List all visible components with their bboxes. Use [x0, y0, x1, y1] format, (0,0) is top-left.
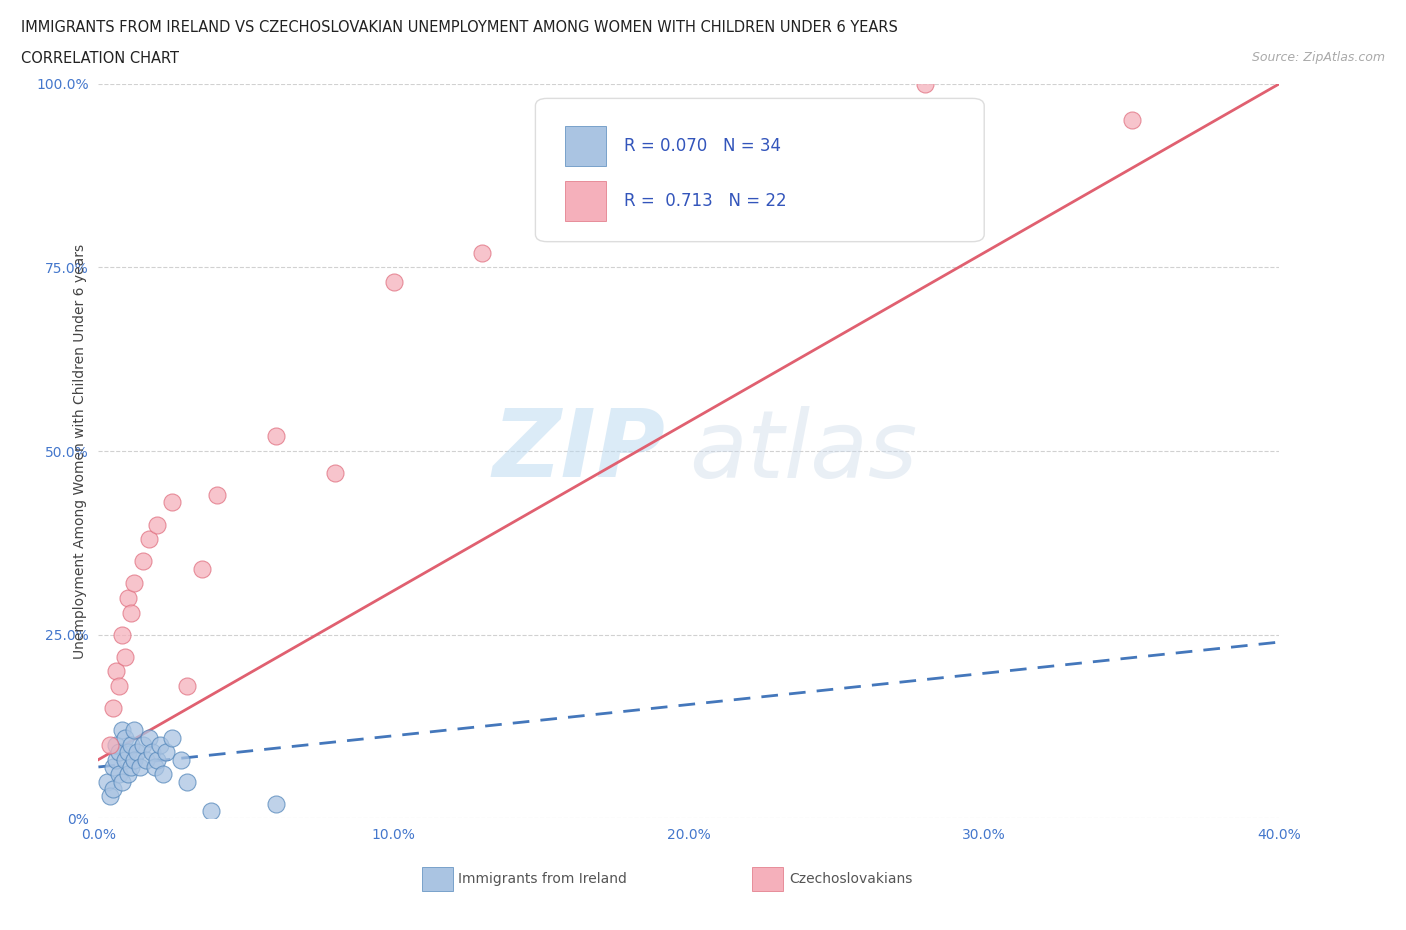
Point [120, 605, 142, 620]
Point [111, 774, 134, 789]
Point [323, 466, 346, 481]
Point [138, 730, 160, 745]
Point [111, 628, 134, 643]
Point [120, 760, 142, 775]
Text: Immigrants from Ireland: Immigrants from Ireland [458, 871, 627, 886]
Point [914, 76, 936, 91]
Point [125, 745, 148, 760]
Point [122, 752, 145, 767]
Point [132, 554, 155, 569]
Text: Source: ZipAtlas.com: Source: ZipAtlas.com [1251, 51, 1385, 64]
Point [103, 701, 125, 716]
Point [162, 495, 183, 510]
Point [200, 804, 222, 818]
Point [114, 730, 136, 745]
Point [111, 723, 134, 737]
Point [96, 774, 118, 789]
Point [1121, 113, 1143, 127]
Point [141, 745, 163, 760]
Text: CORRELATION CHART: CORRELATION CHART [21, 51, 179, 66]
Point [98, 737, 121, 752]
Point [155, 745, 177, 760]
Point [176, 679, 198, 694]
Point [176, 774, 198, 789]
Point [103, 760, 125, 775]
Text: R = 0.070   N = 34: R = 0.070 N = 34 [624, 137, 780, 155]
Point [105, 664, 128, 679]
FancyBboxPatch shape [565, 181, 606, 221]
Point [117, 767, 139, 782]
Point [135, 752, 157, 767]
Text: Czechoslovakians: Czechoslovakians [789, 871, 912, 886]
Point [146, 752, 169, 767]
Point [108, 679, 131, 694]
Point [162, 730, 183, 745]
Point [138, 532, 160, 547]
Text: ZIP: ZIP [492, 405, 665, 497]
Point [128, 760, 150, 775]
Point [103, 781, 125, 796]
Point [132, 737, 155, 752]
Point [146, 517, 169, 532]
FancyBboxPatch shape [536, 99, 984, 242]
Text: R =  0.713   N = 22: R = 0.713 N = 22 [624, 193, 786, 210]
Point [105, 737, 128, 752]
Point [264, 429, 287, 444]
Point [143, 760, 166, 775]
Point [191, 561, 214, 576]
Point [105, 752, 128, 767]
Point [98, 789, 121, 804]
Point [122, 576, 145, 591]
Point [264, 796, 287, 811]
Point [108, 745, 131, 760]
Point [149, 737, 172, 752]
Point [205, 487, 228, 502]
Point [152, 767, 174, 782]
Point [382, 274, 405, 289]
Point [114, 752, 136, 767]
Y-axis label: Unemployment Among Women with Children Under 6 years: Unemployment Among Women with Children U… [73, 244, 87, 658]
Point [108, 767, 131, 782]
Point [117, 745, 139, 760]
Point [122, 723, 145, 737]
FancyBboxPatch shape [565, 126, 606, 166]
Point [117, 591, 139, 605]
Text: atlas: atlas [689, 405, 917, 497]
Point [471, 246, 494, 260]
Text: IMMIGRANTS FROM IRELAND VS CZECHOSLOVAKIAN UNEMPLOYMENT AMONG WOMEN WITH CHILDRE: IMMIGRANTS FROM IRELAND VS CZECHOSLOVAKI… [21, 20, 898, 35]
Point [120, 737, 142, 752]
Point [114, 649, 136, 664]
Point [170, 752, 193, 767]
